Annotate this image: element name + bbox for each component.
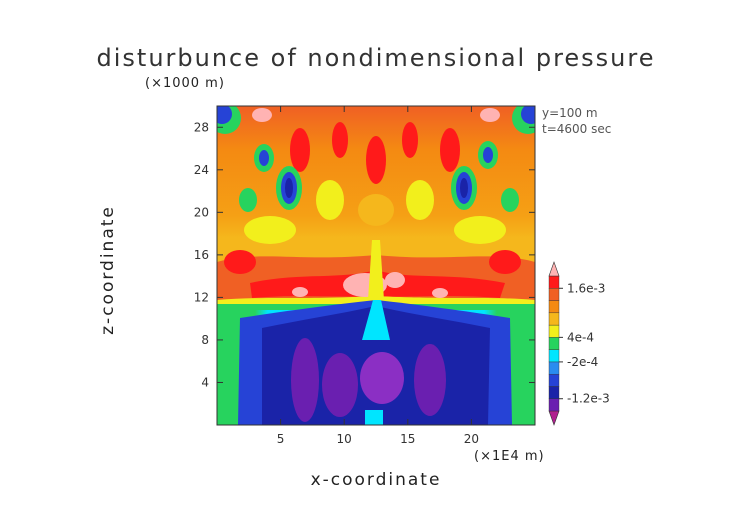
light-orange-center <box>358 194 394 226</box>
y-tick-label: 12 <box>194 290 209 304</box>
colorbar-swatch <box>548 386 560 399</box>
red-streak-4 <box>440 128 460 172</box>
red-streak-3 <box>402 122 418 158</box>
yellow-patch-2 <box>454 216 506 244</box>
colorbar-swatch <box>548 288 560 301</box>
y-tick-label: 20 <box>194 205 209 219</box>
red-streak-1 <box>290 128 310 172</box>
time-label: t=4600 sec <box>542 122 612 136</box>
purple-lobe-center-left <box>322 353 358 417</box>
pink-top-left <box>252 108 272 122</box>
y-tick-label: 16 <box>194 248 209 262</box>
y-tick-label: 28 <box>194 120 209 134</box>
yellow-patch-3 <box>316 180 344 220</box>
colorbar: 1.6e-3 4e-4 -2e-4 -1.2e-3 <box>548 261 610 426</box>
colorbar-swatch <box>548 361 560 375</box>
chart-title: disturbunce of nondimensional pressure <box>96 44 656 72</box>
red-blob-right <box>489 250 521 274</box>
colorbar-max-arrow <box>548 261 560 277</box>
green-cell-edge-right <box>501 188 519 212</box>
x-axis-unit: (×1E4 m) <box>474 449 545 464</box>
navy-cell-left-big <box>285 178 293 198</box>
red-streak-2 <box>332 122 348 158</box>
y-tick-label: 24 <box>194 163 209 177</box>
navy-cell-right-big <box>460 178 468 198</box>
purple-lobe-center <box>360 352 404 404</box>
x-tick-label: 20 <box>464 432 479 446</box>
colorbar-swatch <box>548 275 560 289</box>
cyan-floor-patch <box>365 410 383 425</box>
z-axis-unit: (×1000 m) <box>145 76 225 91</box>
pink-spot-left <box>292 287 308 297</box>
x-tick-label: 15 <box>400 432 415 446</box>
colorbar-label: -2e-4 <box>567 355 598 369</box>
blue-cell-corner-right <box>521 106 535 124</box>
colorbar-label: -1.2e-3 <box>567 392 610 406</box>
column-streak-yellow <box>368 240 384 300</box>
colorbar-swatch <box>548 312 560 326</box>
y-position-label: y=100 m <box>542 106 598 120</box>
purple-lobe-left <box>291 338 319 422</box>
blue-cell-right <box>483 147 493 163</box>
red-blob-left <box>224 250 256 274</box>
run-info: y=100 m t=4600 sec <box>542 105 611 137</box>
yellow-patch-1 <box>244 216 296 244</box>
plot-frame <box>216 105 536 426</box>
colorbar-swatch <box>548 300 560 314</box>
colorbar-label: 4e-4 <box>567 330 594 344</box>
x-tick-label: 10 <box>337 432 352 446</box>
x-tick-label: 5 <box>277 432 285 446</box>
colorbar-min-arrow <box>548 410 560 426</box>
colorbar-swatch <box>548 373 560 387</box>
pink-max-right <box>385 272 405 288</box>
blue-cell-left <box>259 150 269 166</box>
colorbar-swatch <box>548 349 560 363</box>
x-axis-label: x-coordinate <box>310 470 442 490</box>
colorbar-label: 1.6e-3 <box>567 281 605 295</box>
yellow-patch-4 <box>406 180 434 220</box>
green-cell-edge-left <box>239 188 257 212</box>
axis-ticks: 5 10 15 20 4 8 12 16 20 24 28 <box>194 106 535 446</box>
blue-cell-corner-left <box>217 106 232 124</box>
colorbar-swatch <box>548 398 560 412</box>
purple-lobe-right <box>414 344 446 416</box>
pink-spot-right <box>432 288 448 298</box>
colorbar-swatch <box>548 324 560 338</box>
colorbar-swatch <box>548 337 560 350</box>
red-streak-5 <box>366 136 386 184</box>
y-tick-label: 4 <box>201 375 209 389</box>
pink-top-right <box>480 108 500 122</box>
y-tick-label: 8 <box>201 333 209 347</box>
contour-field <box>217 106 535 425</box>
column-streak-cyan <box>362 300 390 340</box>
